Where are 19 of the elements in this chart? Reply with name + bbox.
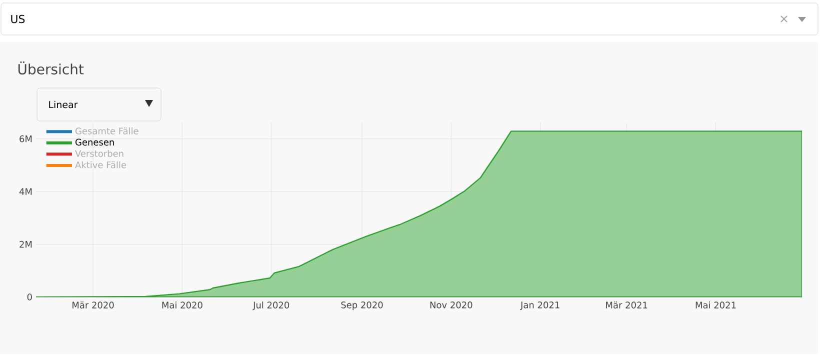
legend-label: Aktive Fälle (75, 161, 126, 168)
legend-label: Verstorben (75, 150, 124, 157)
y-tick-label: 0 (27, 294, 32, 300)
x-tick-label: Nov 2020 (430, 302, 472, 308)
x-tick-label: Mai 2021 (696, 302, 736, 308)
text: US (11, 14, 25, 24)
x-tick-label: Mär 2020 (72, 302, 114, 308)
y-tick-label: 2M (20, 240, 32, 248)
x-tick-label: Sep 2020 (341, 302, 383, 310)
text: Linear (49, 100, 78, 108)
legend-label: Genesen (75, 138, 114, 146)
legend-label: Gesamte Fälle (75, 127, 138, 134)
x-tick-label: Mär 2021 (606, 302, 648, 308)
x-tick-label: Jan 2021 (520, 302, 560, 310)
y-tick-label: 4M (19, 188, 32, 195)
chart-title: Übersicht (18, 61, 84, 74)
x-tick-label: Jul 2020 (252, 302, 290, 310)
y-tick-label: 6M (20, 135, 32, 142)
x-tick-label: Mai 2020 (162, 302, 202, 308)
